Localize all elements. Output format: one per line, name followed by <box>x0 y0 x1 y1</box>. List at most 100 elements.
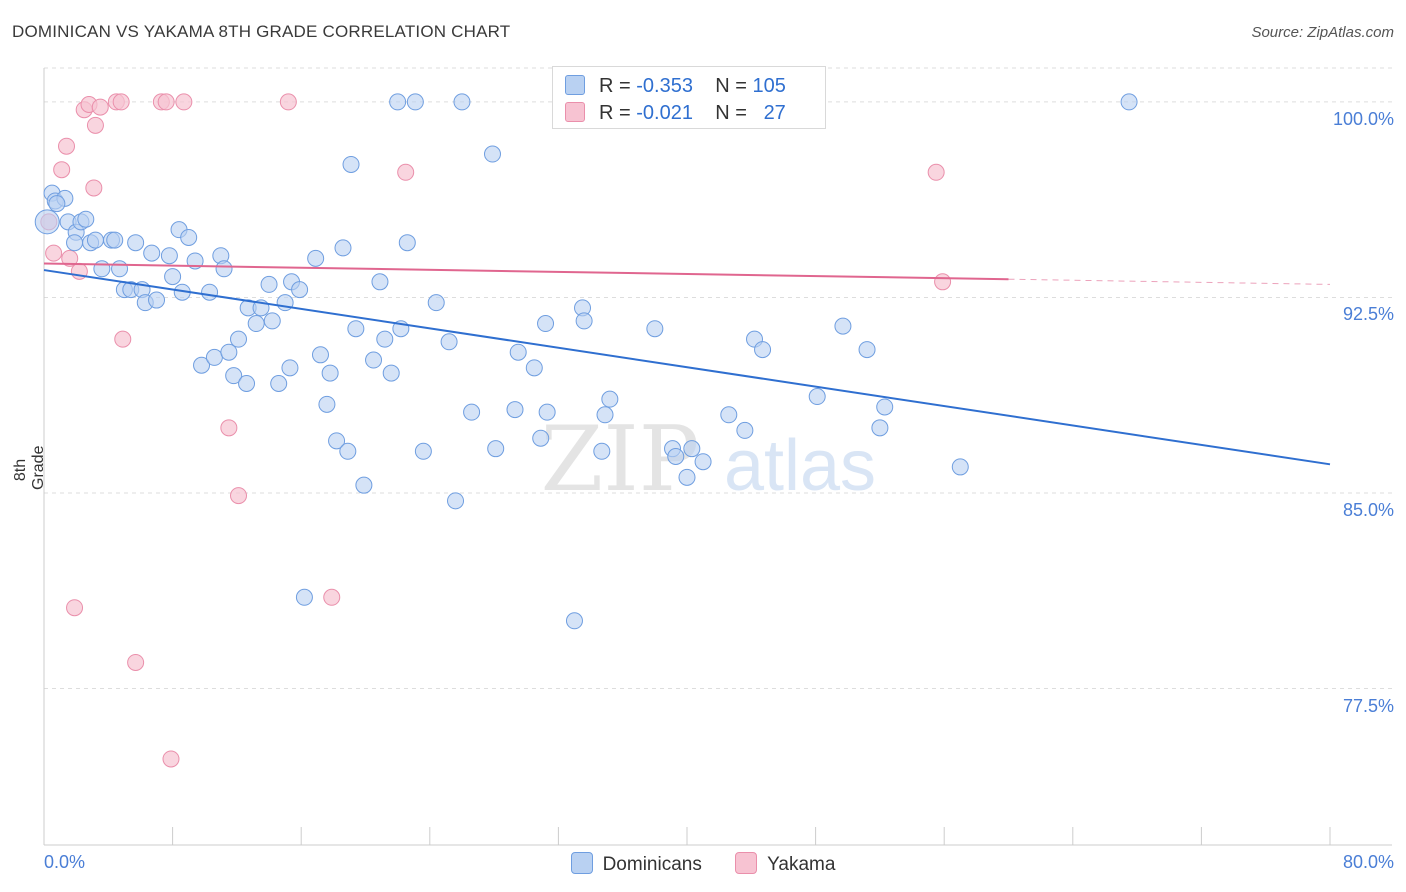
dominicans-points <box>34 93 1138 630</box>
source-label: Source: ZipAtlas.com <box>1251 24 1394 41</box>
yakama-point <box>397 163 415 181</box>
dominicans-point <box>382 364 400 382</box>
dominicans-point <box>736 421 754 439</box>
dominicans-point <box>593 442 611 460</box>
dominicans-point <box>311 346 329 364</box>
dominicans-point <box>148 291 166 309</box>
yakama-point <box>91 98 109 116</box>
dominicans-point <box>193 356 211 374</box>
yakama-point <box>45 244 63 262</box>
dominicans-point <box>77 210 95 228</box>
dominicans-point <box>447 492 465 510</box>
dominicans-point <box>858 341 876 359</box>
dominicans-point <box>398 234 416 252</box>
dominicans-point <box>247 315 265 333</box>
watermark-atlas: atlas <box>724 426 876 506</box>
dominicans-point <box>270 374 288 392</box>
legend-label: Dominicans <box>602 854 702 875</box>
x-tick-label: 80.0% <box>1342 852 1394 872</box>
dominicans-point <box>537 315 555 333</box>
legend-r-value: -0.021 <box>636 102 693 124</box>
chart-title: DOMINICAN VS YAKAMA 8TH GRADE CORRELATIO… <box>12 22 511 41</box>
dominicans-point <box>339 442 357 460</box>
yakama-point <box>162 750 180 768</box>
yakama-point <box>114 330 132 348</box>
dominicans-point <box>667 448 685 465</box>
y-tick-label: 100.0% <box>1332 108 1394 129</box>
dominicans-swatch <box>570 852 593 874</box>
dominicans-point <box>371 273 389 291</box>
dominicans-point <box>347 320 365 338</box>
dominicans-swatch <box>565 75 585 95</box>
legend-n-label: N = <box>715 75 747 97</box>
dominicans-point <box>66 234 84 252</box>
dominicans-point <box>565 612 583 630</box>
dominicans-point <box>127 234 145 252</box>
dominicans-point <box>201 283 219 301</box>
dominicans-point <box>260 275 278 293</box>
legend-r-label: R = <box>599 102 631 124</box>
dominicans-point <box>575 312 593 330</box>
yakama-point <box>927 163 945 181</box>
watermark: ZIP atlas <box>541 407 876 512</box>
dominicans-point <box>34 209 60 235</box>
dominicans-point <box>205 348 223 366</box>
trend-lines <box>43 262 1331 466</box>
yakama-point <box>53 161 71 179</box>
legend-n-value: 105 <box>752 75 786 97</box>
dominicans-point <box>355 476 373 494</box>
yakama-point <box>175 93 193 111</box>
dominicans-point <box>754 341 772 359</box>
yakama-point <box>61 249 79 267</box>
yakama-point <box>220 419 238 437</box>
dominicans-point <box>376 330 394 348</box>
dominicans-point <box>646 320 664 338</box>
dominicans-point <box>834 317 852 335</box>
dominicans-point <box>106 231 124 249</box>
dominicans-point <box>225 367 243 385</box>
dominicans-point <box>440 333 458 351</box>
dominicans-point <box>180 228 198 246</box>
dominicans-point <box>683 440 701 458</box>
dominicans-point <box>487 440 505 458</box>
dominicans-point <box>111 260 129 278</box>
dominicans-point <box>295 588 313 606</box>
dominicans-point <box>506 401 524 419</box>
y-tick-label: 85.0% <box>1342 500 1394 520</box>
dominicans-point <box>281 359 299 377</box>
dominicans-point <box>453 93 471 111</box>
yakama-point <box>127 653 145 671</box>
dominicans-point <box>678 468 696 486</box>
dominicans-point <box>509 343 527 361</box>
legend-row-yakama: R = -0.021 N = 27 <box>565 102 786 126</box>
dominicans-point <box>596 406 614 424</box>
dominicans-point <box>951 458 969 476</box>
legend-item-dominicans[interactable]: Dominicans <box>570 852 702 876</box>
legend-item-yakama[interactable]: Yakama <box>735 852 835 876</box>
dominicans-point <box>307 249 325 267</box>
yakama-trend-extension <box>1008 278 1331 285</box>
yakama-trend-line <box>43 262 1009 281</box>
yakama-point <box>85 179 103 197</box>
dominicans-point <box>334 239 352 257</box>
yakama-point <box>934 273 952 291</box>
stats-legend: R = -0.353 N = 105 R = -0.021 N = 27 <box>552 66 826 129</box>
dominicans-point <box>414 442 432 460</box>
y-axis-label: 8th Grade <box>12 445 47 490</box>
axes <box>43 68 1392 846</box>
legend-r-label: R = <box>599 75 631 97</box>
dominicans-point <box>263 312 281 330</box>
dominicans-point <box>238 374 256 392</box>
dominicans-point <box>871 419 889 437</box>
dominicans-point <box>694 453 712 471</box>
dominicans-trend-line <box>43 269 1331 466</box>
yakama-point <box>58 137 76 155</box>
series-legend: Dominicans Yakama <box>0 852 1406 876</box>
yakama-point <box>323 588 341 606</box>
dominicans-point <box>532 429 550 447</box>
legend-n-label: N = <box>715 102 747 124</box>
dominicans-point <box>86 231 104 249</box>
dominicans-point <box>525 359 543 377</box>
dominicans-point <box>342 155 360 173</box>
